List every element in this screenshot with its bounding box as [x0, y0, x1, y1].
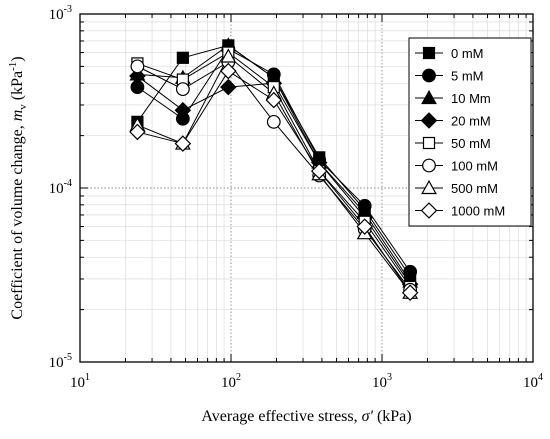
- data-point: [420, 202, 438, 219]
- data-point: [422, 68, 436, 83]
- legend: 0 mM 5 mM 10 Mm 20 mM 50 mM 100 mM 500 mM 1000 …: [408, 37, 532, 227]
- data-point: [175, 82, 190, 97]
- data-point: [422, 158, 436, 173]
- data-point: [220, 78, 237, 96]
- x-tick-label: 102: [221, 372, 241, 391]
- y-tick-label: 10-3: [49, 4, 72, 23]
- x-tick-label: 101: [70, 372, 90, 391]
- x-tick-label: 104: [523, 372, 543, 391]
- data-point: [174, 101, 192, 119]
- data-point: [130, 59, 145, 74]
- legend-label: 5 mM: [451, 69, 484, 84]
- data-point: [176, 51, 189, 64]
- data-point: [421, 179, 437, 195]
- axis-ticks: [79, 14, 533, 363]
- data-point: [401, 284, 419, 302]
- y-tick-label: 10-4: [49, 178, 72, 197]
- data-point: [422, 46, 436, 60]
- data-point: [356, 218, 373, 235]
- data-point: [129, 123, 146, 141]
- x-axis-label: Average effective stress, σ' (kPa): [201, 408, 411, 425]
- data-point: [421, 89, 437, 105]
- legend-box: [408, 37, 532, 227]
- data-point: [129, 67, 146, 85]
- data-point: [310, 162, 328, 180]
- y-axis-label: Coefficient of volume change, mv (kPa-1): [7, 56, 29, 319]
- data-point: [420, 112, 438, 129]
- data-point: [266, 114, 281, 129]
- data-point: [422, 136, 436, 150]
- legend-label: 0 mM: [451, 46, 484, 61]
- x-tick-labels: 101 102 103 104: [70, 372, 543, 391]
- data-point: [220, 48, 237, 63]
- series-markers: [129, 37, 419, 302]
- legend-label: 500 mM: [451, 181, 498, 196]
- x-tick-label: 103: [372, 372, 392, 391]
- legend-label: 10 Mm: [451, 91, 491, 106]
- data-point: [265, 91, 283, 109]
- data-point: [174, 135, 192, 152]
- data-point: [220, 62, 237, 80]
- y-tick-labels: 10-5 10-4 10-3: [49, 4, 72, 371]
- legend-label: 20 mM: [451, 114, 491, 129]
- y-tick-label: 10-5: [49, 352, 72, 371]
- legend-label: 100 mM: [451, 159, 498, 174]
- legend-label: 50 mM: [451, 136, 491, 151]
- legend-label: 1000 mM: [451, 204, 505, 219]
